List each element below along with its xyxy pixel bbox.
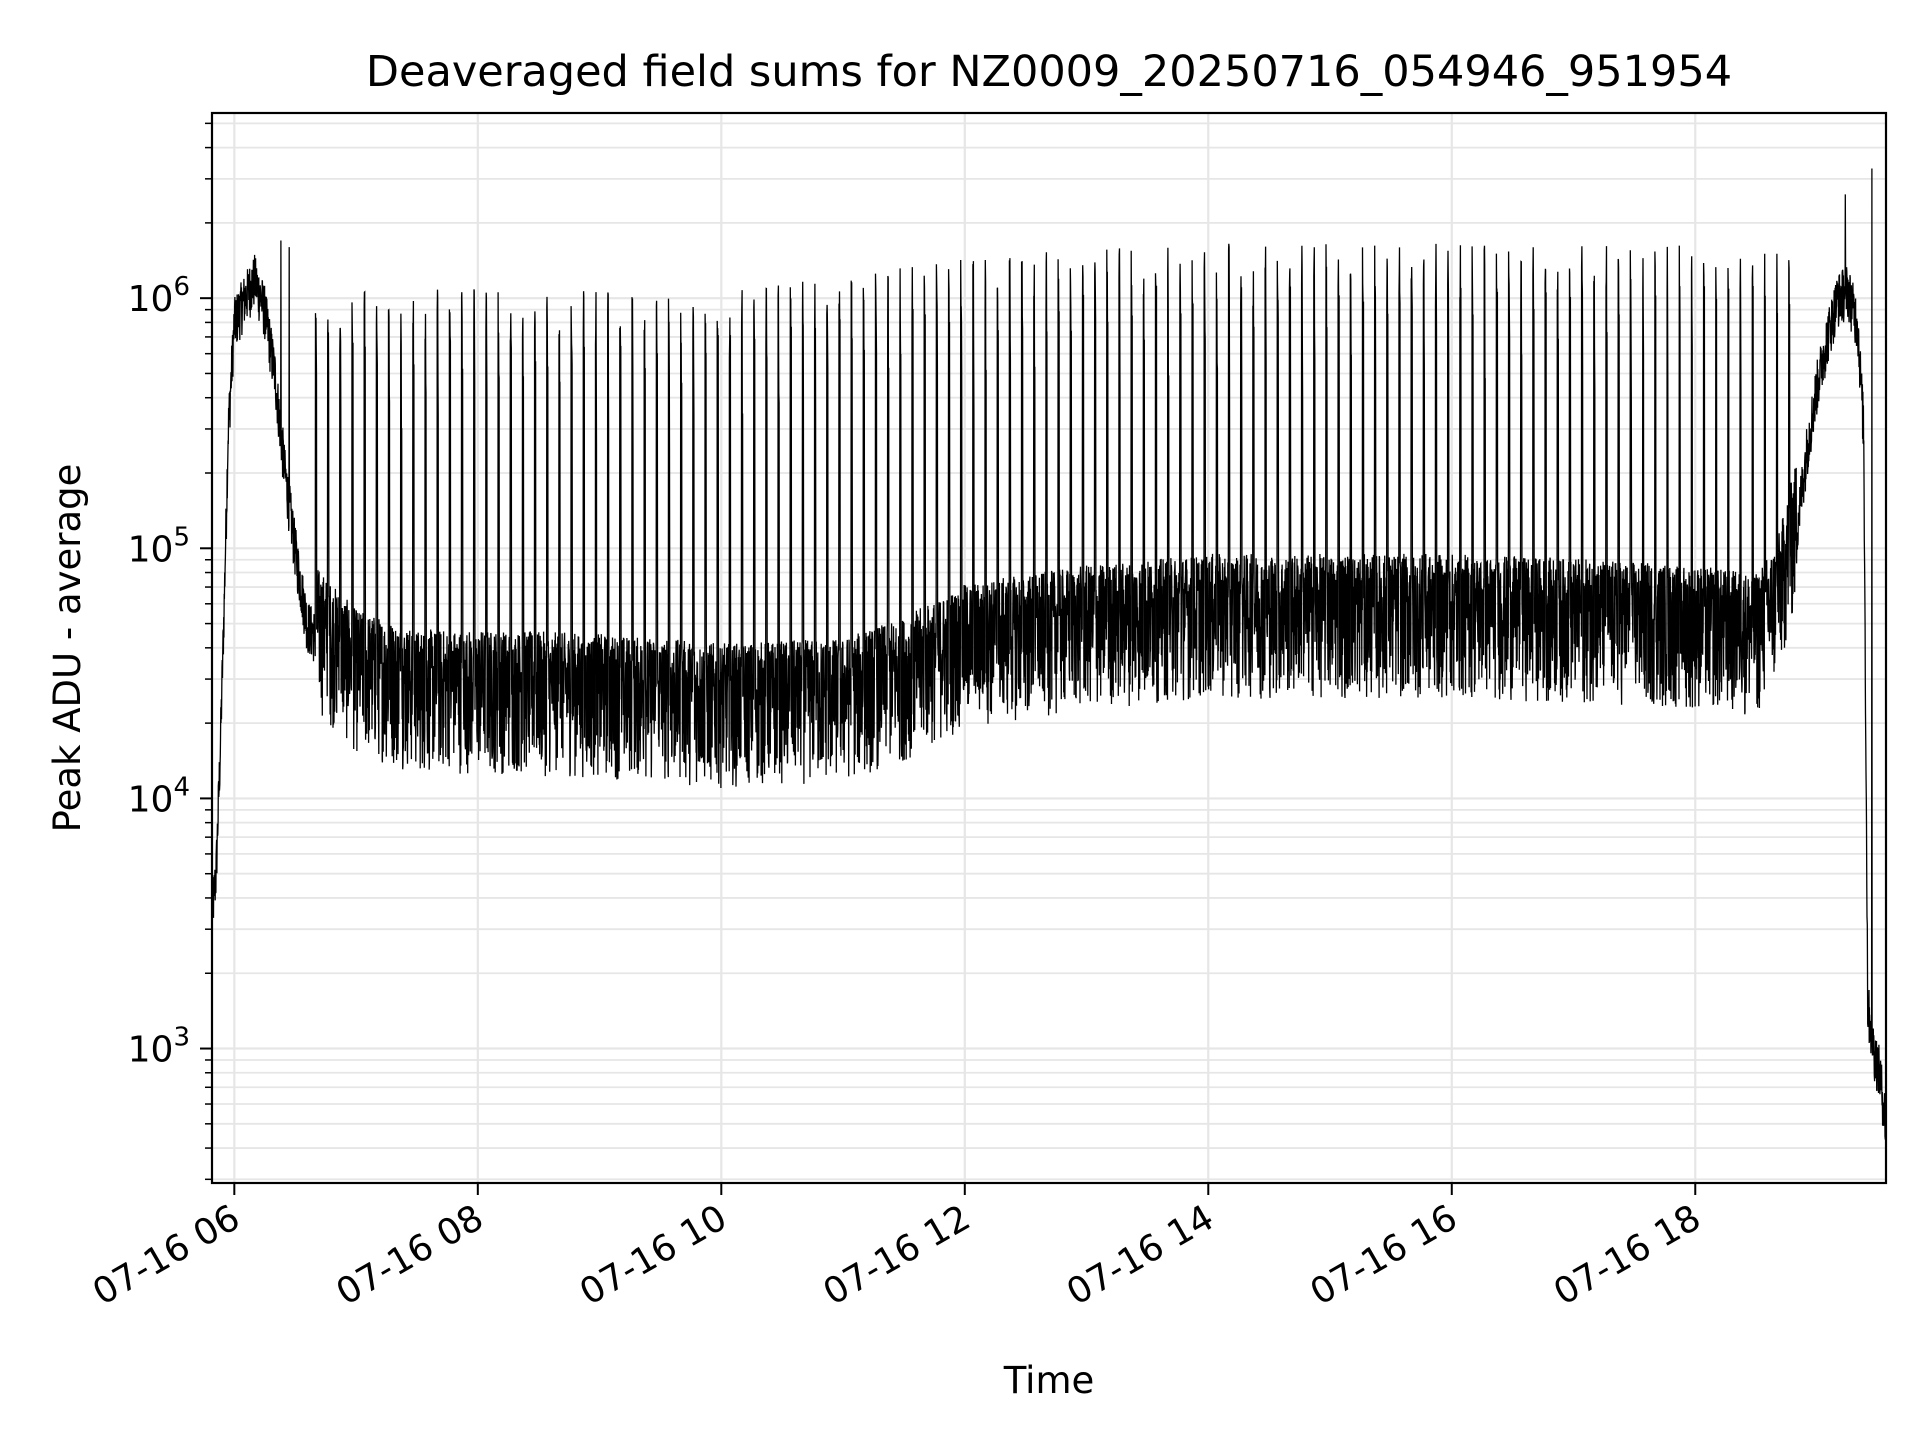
- x-tick-label: 07-16 06: [86, 1197, 247, 1313]
- y-tick-exponent: 5: [173, 522, 190, 552]
- x-tick-label: 07-16 10: [573, 1197, 734, 1313]
- y-tick-exponent: 4: [173, 772, 190, 802]
- y-tick-base: 10: [128, 779, 174, 820]
- y-tick-base: 10: [128, 529, 174, 570]
- y-tick-label: 103: [128, 1023, 190, 1071]
- y-tick-exponent: 3: [173, 1023, 190, 1053]
- y-tick-base: 10: [128, 1030, 174, 1071]
- y-tick-label: 106: [128, 272, 190, 320]
- y-tick-label: 104: [128, 772, 190, 820]
- x-tick-label: 07-16 12: [817, 1197, 978, 1313]
- y-axis-label: Peak ADU - average: [46, 464, 89, 833]
- x-tick-label: 07-16 16: [1304, 1197, 1465, 1313]
- y-tick-label: 105: [128, 522, 190, 570]
- x-tick-label: 07-16 08: [330, 1197, 491, 1313]
- x-tick-label: 07-16 18: [1547, 1197, 1708, 1313]
- chart-title: Deaveraged field sums for NZ0009_2025071…: [366, 47, 1732, 97]
- plot-area: [212, 168, 1886, 1140]
- x-tick-label: 07-16 14: [1060, 1197, 1221, 1313]
- y-tick-exponent: 6: [173, 272, 190, 302]
- series-line: [212, 168, 1886, 1140]
- y-tick-base: 10: [128, 279, 174, 320]
- x-axis-label: Time: [1003, 1359, 1095, 1402]
